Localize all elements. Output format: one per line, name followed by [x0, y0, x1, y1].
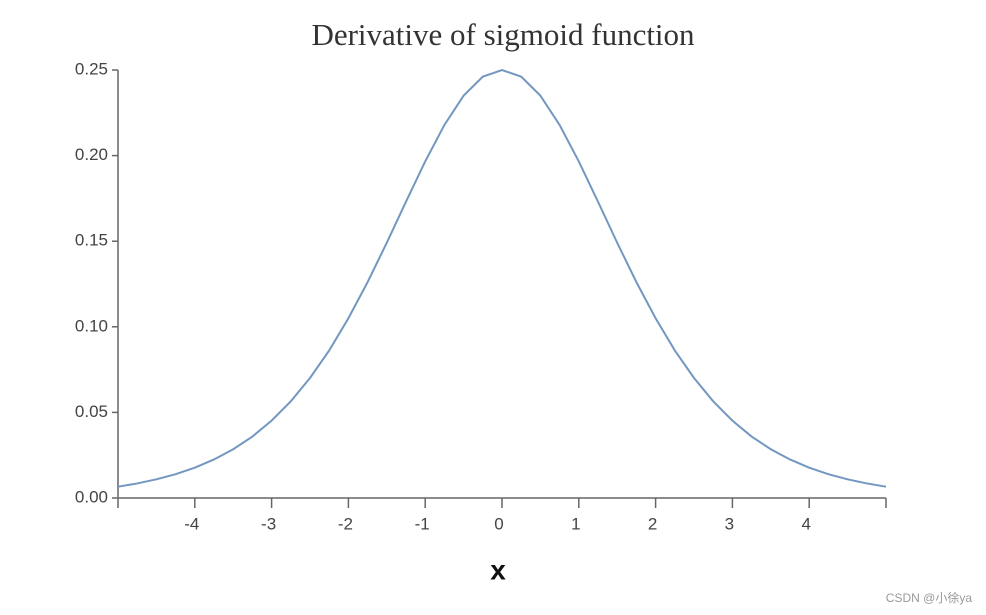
y-tick-label: 0.20: [75, 145, 108, 164]
line-series: [117, 68, 887, 488]
x-tick-label: -3: [261, 514, 276, 533]
chart-title: Derivative of sigmoid function: [311, 17, 695, 52]
y-tick-label: 0.00: [75, 487, 108, 506]
y-tick-label: 0.25: [75, 59, 108, 78]
watermark: CSDN @小徐ya: [886, 590, 973, 605]
y-tick-label: 0.15: [75, 231, 108, 250]
y-tick-label: 0.05: [75, 402, 108, 421]
x-tick-label: 4: [801, 514, 810, 533]
y-tick-label: 0.10: [75, 316, 108, 335]
x-tick-label: -1: [415, 514, 430, 533]
x-tick-label: 3: [725, 514, 734, 533]
x-axis-label: x: [490, 554, 506, 585]
x-tick-label: 2: [648, 514, 657, 533]
x-tick-label: -2: [338, 514, 353, 533]
x-tick-label: -4: [184, 514, 199, 533]
x-tick-label: 1: [571, 514, 580, 533]
x-tick-label: 0: [494, 514, 503, 533]
